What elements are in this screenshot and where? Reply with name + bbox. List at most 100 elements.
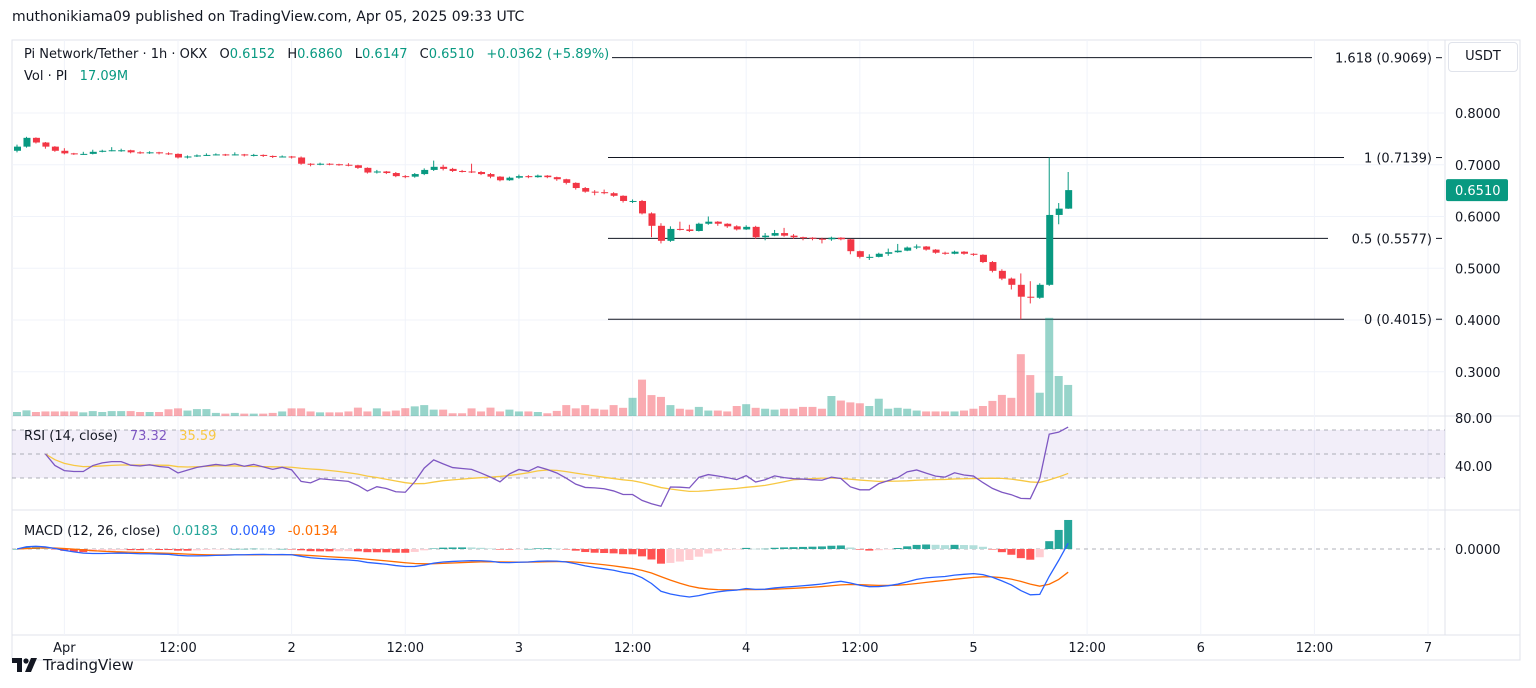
- volume-bar: [448, 413, 457, 416]
- fib-level-label: 1 (0.7139): [1364, 152, 1432, 167]
- candle-body: [553, 177, 561, 180]
- candle-body: [856, 251, 864, 257]
- time-tick-label: 12:00: [1296, 641, 1333, 656]
- candle-body: [89, 151, 97, 154]
- volume-bar: [325, 412, 334, 416]
- candle-body: [335, 164, 343, 166]
- volume-bar: [69, 411, 78, 416]
- volume-bar: [173, 408, 182, 416]
- macd-histogram-bar: [893, 548, 902, 549]
- rsi-label[interactable]: RSI (14, close): [24, 429, 118, 444]
- macd-histogram-bar: [211, 549, 220, 550]
- volume-bars: [13, 317, 1073, 416]
- macd-histogram-bar: [192, 549, 201, 551]
- candle-body: [411, 174, 419, 177]
- volume-bar: [590, 408, 599, 416]
- time-tick-label: 12:00: [1068, 641, 1105, 656]
- low-value: 0.6147: [362, 47, 408, 62]
- volume-label[interactable]: Vol · PI: [24, 69, 68, 84]
- candle-body: [629, 200, 637, 202]
- time-tick-label: 7: [1424, 641, 1432, 656]
- macd-histogram-bar: [751, 548, 760, 550]
- macd-histogram-bar: [619, 549, 628, 555]
- close-value: 0.6510: [428, 47, 475, 62]
- volume-bar: [789, 408, 798, 416]
- candle-body: [364, 167, 372, 173]
- rsi-legend: RSI (14, close) 73.32 35.59: [24, 429, 216, 444]
- candle-body: [51, 146, 59, 151]
- symbol-name[interactable]: Pi Network/Tether · 1h · OKX: [24, 47, 208, 62]
- macd-pane: [12, 519, 1445, 598]
- volume-bar: [600, 409, 609, 416]
- macd-histogram-bar: [420, 549, 429, 551]
- macd-value: 0.0049: [230, 524, 276, 539]
- macd-label[interactable]: MACD (12, 26, close): [24, 524, 161, 539]
- candle-body: [515, 176, 523, 178]
- macd-histogram-bar: [372, 549, 381, 553]
- candle-body: [904, 247, 912, 251]
- candle-body: [979, 254, 987, 263]
- macd-histogram-bar: [675, 549, 684, 562]
- volume-bar: [458, 413, 467, 416]
- candle-body: [942, 252, 950, 254]
- volume-bar: [808, 406, 817, 416]
- close-label: C: [419, 47, 429, 62]
- candle-body: [354, 165, 362, 168]
- currency-button[interactable]: USDT: [1448, 42, 1518, 72]
- macd-histogram-bar: [334, 549, 343, 552]
- candle-body: [307, 163, 315, 165]
- macd-signal-value: -0.0134: [287, 524, 338, 539]
- open-value: 0.6152: [229, 47, 276, 62]
- macd-histogram-bar: [846, 547, 855, 549]
- volume-bar: [817, 408, 826, 416]
- candle-body: [790, 235, 798, 238]
- macd-histogram-bar: [297, 549, 306, 551]
- volume-bar: [344, 411, 353, 416]
- candle-body: [809, 237, 817, 239]
- candle-body: [1055, 208, 1063, 215]
- candle-body: [241, 154, 249, 156]
- macd-histogram-bar: [259, 548, 268, 550]
- volume-bar: [628, 397, 637, 416]
- volume-bar: [903, 408, 912, 416]
- macd-histogram-bar: [988, 549, 997, 550]
- rsi-line: [44, 426, 1069, 507]
- volume-bar: [249, 413, 258, 416]
- macd-histogram-bar: [467, 547, 476, 549]
- tradingview-logo[interactable]: TradingView: [12, 656, 134, 674]
- macd-histogram-bar: [817, 546, 826, 549]
- candle-body: [231, 154, 239, 156]
- volume-bar: [202, 409, 211, 416]
- macd-histogram-bar: [495, 549, 504, 550]
- macd-histogram-bar: [600, 549, 609, 554]
- symbol-legend: Pi Network/Tether · 1h · OKX O0.6152 H0.…: [24, 47, 609, 62]
- macd-histogram-bar: [1045, 541, 1054, 549]
- time-tick-label: 12:00: [841, 641, 878, 656]
- macd-histogram-bar: [514, 549, 523, 550]
- candle-body: [430, 166, 438, 170]
- macd-histogram-bar: [325, 549, 334, 552]
- candle-body: [440, 166, 448, 169]
- macd-histogram-bar: [666, 549, 675, 563]
- macd-histogram-bar: [742, 547, 751, 549]
- candle-body: [591, 191, 599, 193]
- macd-histogram-bar: [382, 549, 391, 553]
- publish-info: muthonikiama09 published on TradingView.…: [12, 9, 525, 25]
- volume-bar: [704, 410, 713, 416]
- candle-body: [752, 226, 760, 238]
- volume-bar: [230, 412, 239, 416]
- candle-body: [1046, 214, 1054, 285]
- volume-bar: [846, 402, 855, 416]
- candle-body: [14, 146, 21, 151]
- macd-histogram-bar: [410, 549, 419, 552]
- fib-level-label: 0.5 (0.5577): [1352, 232, 1432, 247]
- candle-body: [695, 223, 703, 231]
- macd-histogram-bar: [960, 544, 968, 549]
- candle-body: [657, 225, 665, 241]
- macd-hist-value: 0.0183: [172, 524, 218, 539]
- macd-histogram-bar: [562, 549, 571, 550]
- low-label: L: [354, 47, 363, 62]
- candle-body: [610, 193, 618, 196]
- volume-bar: [694, 406, 703, 416]
